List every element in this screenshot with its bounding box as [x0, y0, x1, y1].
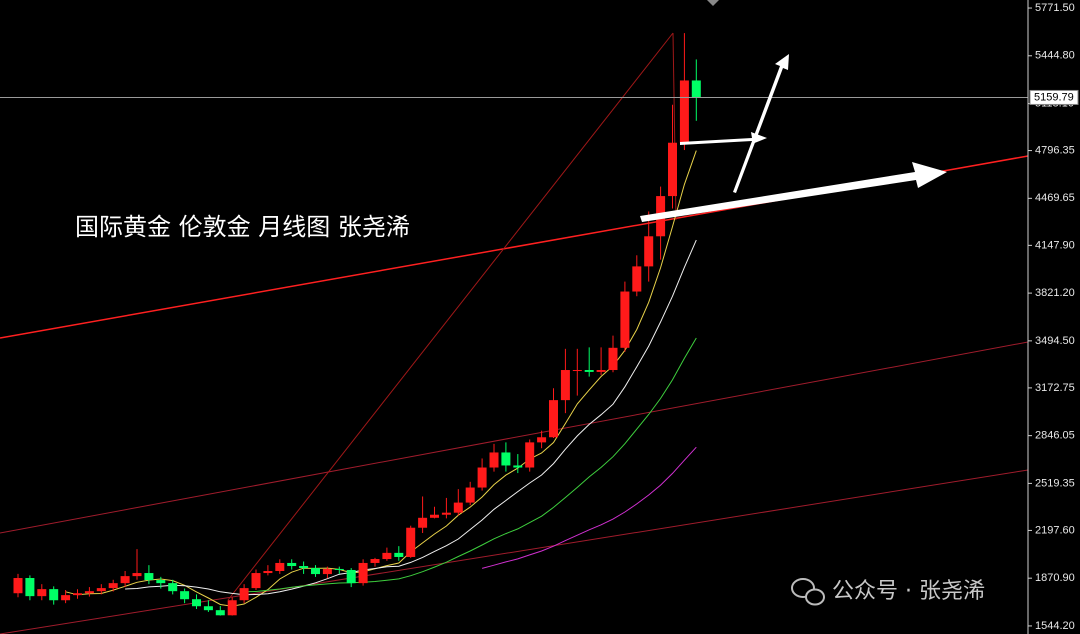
ma-line — [125, 239, 697, 596]
candle-body — [168, 583, 178, 592]
y-tick-label: 4147.90 — [1035, 239, 1075, 251]
y-tick-label: 1870.90 — [1035, 572, 1075, 584]
candle-body — [13, 578, 23, 594]
candle-body — [84, 591, 94, 594]
candle-body — [537, 437, 547, 443]
candle-body — [215, 610, 225, 616]
candle-body — [192, 599, 201, 607]
candle-body — [596, 370, 606, 372]
last-price-label: 5159.79 — [1034, 91, 1074, 103]
candle-body — [394, 552, 404, 557]
candle-body — [632, 266, 642, 292]
candle-body — [608, 347, 618, 371]
y-tick-label: 2519.35 — [1035, 477, 1075, 489]
arrow — [733, 54, 789, 193]
fan-line — [227, 32, 674, 601]
candle-body — [430, 514, 439, 518]
candle-body — [239, 588, 249, 601]
watermark-icon — [791, 578, 825, 606]
arrow — [680, 132, 767, 145]
candle-body — [477, 467, 487, 488]
candle-body — [560, 370, 570, 401]
candle-body — [203, 606, 213, 611]
candle-body — [61, 595, 71, 601]
candle-body — [620, 291, 630, 348]
candle-body — [132, 573, 142, 577]
candle-body — [334, 568, 344, 570]
candle-body — [691, 80, 701, 98]
chart-title: 国际黄金 伦敦金 月线图 张尧浠 — [75, 213, 410, 241]
y-tick-label: 1544.20 — [1035, 620, 1075, 632]
candle-body — [489, 452, 499, 468]
y-tick-label: 3172.75 — [1035, 382, 1075, 394]
candle-body — [49, 589, 59, 601]
marker — [707, 0, 719, 6]
candle-body — [358, 562, 368, 584]
channel-line — [0, 469, 1029, 634]
candle-body — [156, 580, 166, 584]
candle-body — [299, 566, 309, 569]
candle-body — [73, 593, 82, 596]
candle-body — [251, 573, 261, 589]
candle-body — [644, 236, 654, 267]
y-tick-label: 2197.60 — [1035, 524, 1075, 536]
candle-body — [322, 568, 332, 575]
candle-body — [453, 502, 463, 513]
candle-body — [525, 442, 535, 468]
channel-line — [0, 341, 1029, 534]
candle-body — [572, 370, 582, 372]
candle-body — [584, 370, 594, 372]
last-price-box — [1029, 89, 1079, 105]
candle-body — [346, 569, 356, 584]
candle-body — [287, 562, 297, 567]
y-tick-label: 3821.20 — [1035, 287, 1075, 299]
candle-body — [370, 559, 380, 563]
candle-body — [679, 80, 689, 143]
candle-body — [96, 588, 106, 592]
candle-body — [668, 142, 677, 197]
candle-body — [441, 512, 451, 515]
plot — [0, 33, 1028, 616]
candle-body — [406, 527, 416, 557]
y-tick-label: 5771.50 — [1035, 2, 1075, 14]
candle-body — [263, 571, 273, 574]
y-tick-label: 3494.50 — [1035, 335, 1075, 347]
candle-body — [418, 517, 428, 528]
candle-body — [25, 578, 35, 597]
y-tick-label: 4469.65 — [1035, 192, 1075, 204]
candle-body — [180, 591, 190, 600]
candle-body — [382, 552, 392, 560]
y-tick-label: 5444.80 — [1035, 50, 1075, 62]
candle-body — [311, 568, 320, 575]
candle-body — [501, 452, 511, 466]
y-tick-label: 4796.35 — [1035, 144, 1075, 156]
candle-body — [513, 465, 523, 468]
candle-body — [275, 562, 285, 572]
candle-body — [120, 576, 130, 584]
ma-line — [244, 337, 697, 593]
candle-body — [108, 583, 118, 589]
watermark: 公众号 · 张尧浠 — [832, 579, 985, 604]
candle-body — [37, 589, 47, 597]
candle-body — [465, 487, 475, 503]
candle-body — [144, 573, 154, 581]
candle-body — [227, 600, 237, 616]
y-tick-label: 2846.05 — [1035, 430, 1075, 442]
ma-line — [481, 446, 697, 569]
arrow — [640, 162, 947, 222]
axis-labels: 5771.505444.805118.104796.354469.654147.… — [1028, 2, 1079, 632]
candle-body — [549, 400, 558, 438]
